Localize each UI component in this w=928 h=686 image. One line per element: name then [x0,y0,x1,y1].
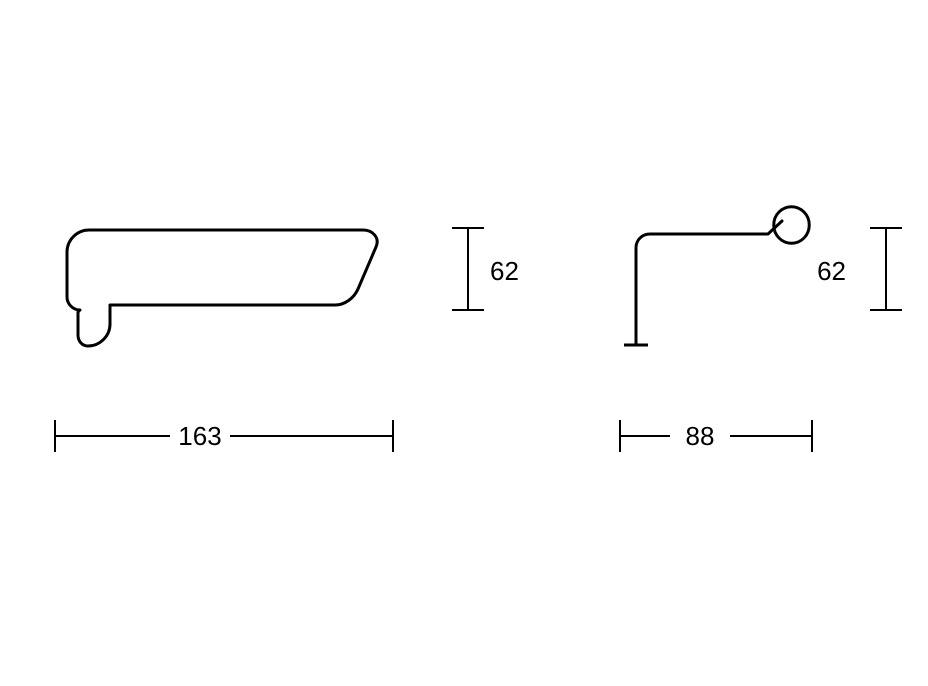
dimension-side-width: 88 [620,420,812,452]
dimension-front-width-label: 163 [178,421,221,451]
dimension-side-height-label: 62 [817,256,846,286]
technical-drawing: 163 62 88 62 [0,0,928,686]
side-view-arm [636,221,782,345]
dimension-front-width: 163 [55,420,393,452]
front-view-outline [67,230,377,346]
dimension-side-width-label: 88 [686,421,715,451]
dimension-side-height: 62 [817,228,902,310]
dimension-front-height-label: 62 [490,256,519,286]
dimension-front-height: 62 [452,228,519,310]
